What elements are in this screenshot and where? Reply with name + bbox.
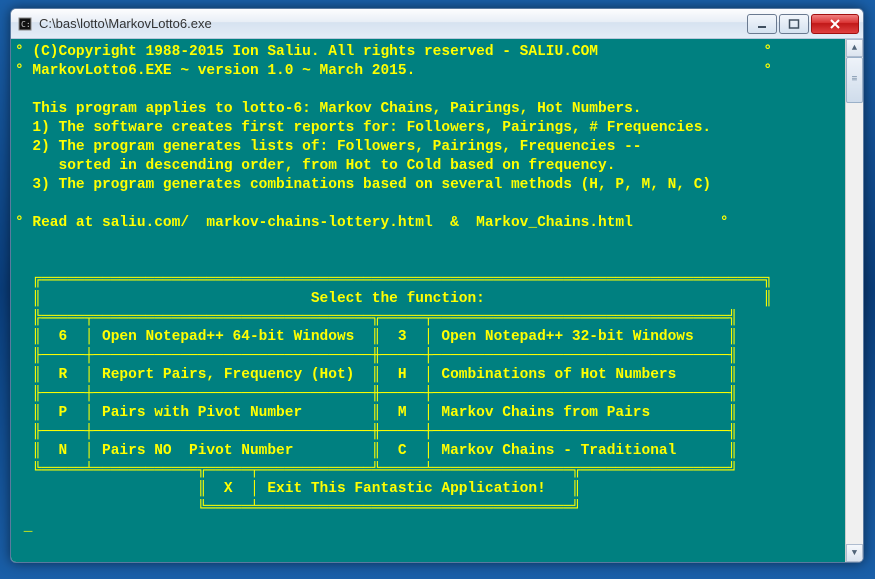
app-window: C: C:\bas\lotto\MarkovLotto6.exe ° (C)Co… <box>10 8 864 563</box>
window-title: C:\bas\lotto\MarkovLotto6.exe <box>39 16 745 31</box>
titlebar[interactable]: C: C:\bas\lotto\MarkovLotto6.exe <box>11 9 863 39</box>
app-icon: C: <box>17 16 33 32</box>
vertical-scrollbar[interactable]: ▲ ▼ <box>845 39 863 562</box>
svg-text:C:: C: <box>21 20 31 29</box>
console-area: ° (C)Copyright 1988-2015 Ion Saliu. All … <box>11 39 863 562</box>
window-controls <box>745 14 859 34</box>
scroll-down-button[interactable]: ▼ <box>846 544 863 562</box>
scroll-up-button[interactable]: ▲ <box>846 39 863 57</box>
maximize-button[interactable] <box>779 14 809 34</box>
console-output[interactable]: ° (C)Copyright 1988-2015 Ion Saliu. All … <box>11 39 845 562</box>
scroll-thumb[interactable] <box>846 57 863 103</box>
close-button[interactable] <box>811 14 859 34</box>
minimize-button[interactable] <box>747 14 777 34</box>
